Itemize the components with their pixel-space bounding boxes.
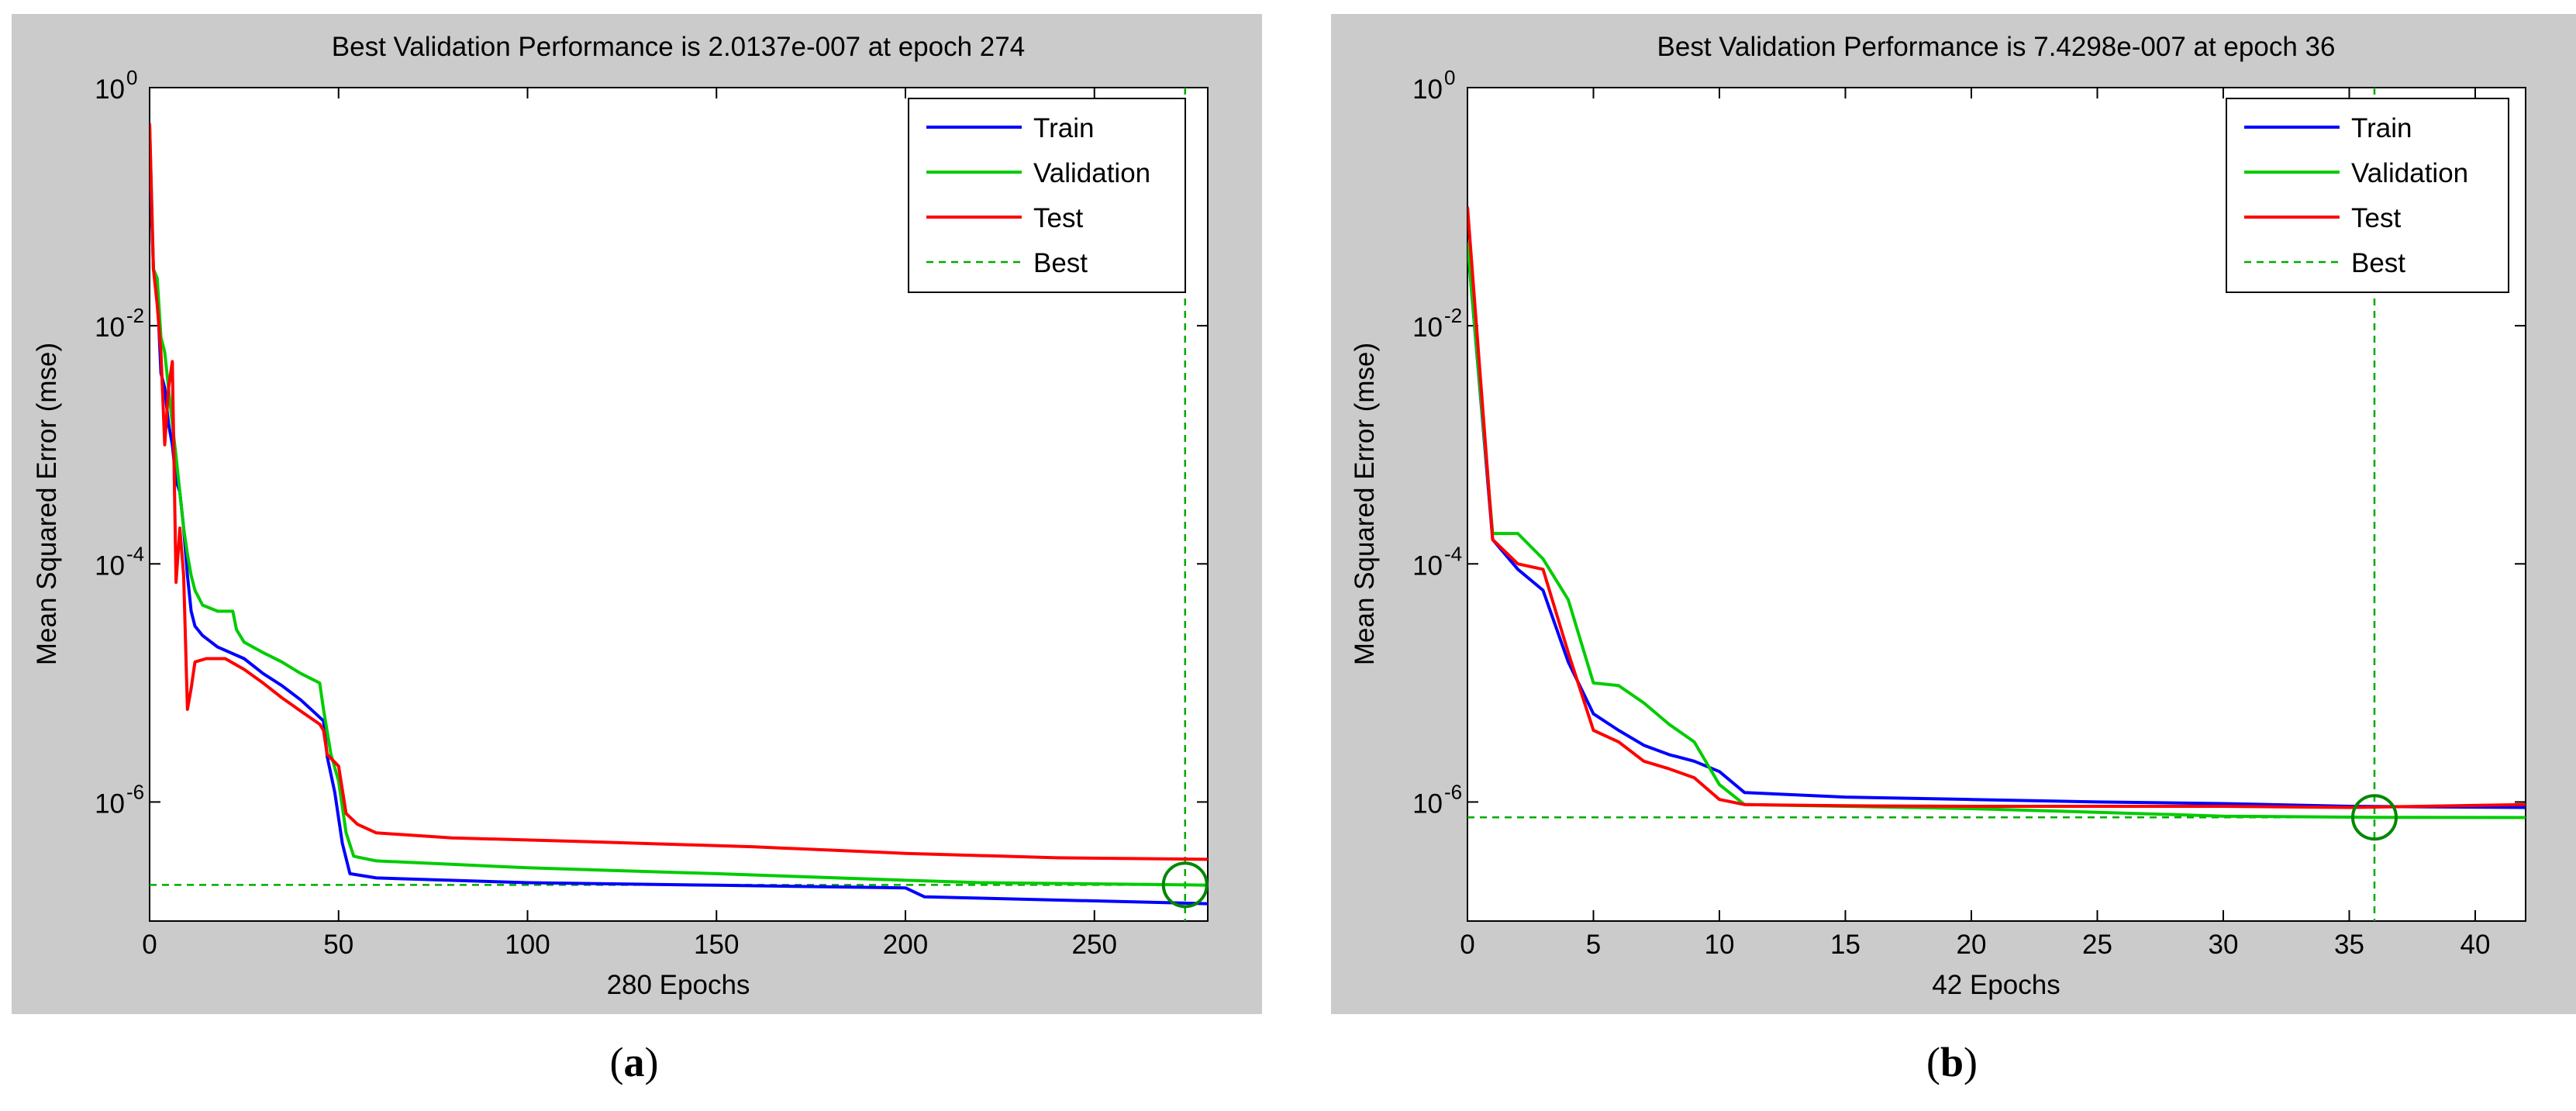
y-tick-label-a-1: 10 [95, 312, 125, 343]
series-line-test-a [150, 123, 1208, 861]
series-line-train-a [150, 150, 1208, 906]
y-tick-label-a-0: 10 [95, 74, 125, 105]
legend-label-best-a: Best [1033, 248, 1088, 278]
y-tick-exponent-b-2: -4 [1444, 542, 1462, 565]
x-tick-label-a-4: 200 [883, 930, 928, 960]
chart-title-a: Best Validation Performance is 2.0137e-0… [332, 32, 1025, 62]
x-ticks-b: 0 5 10 15 20 25 30 35 40 [1460, 88, 2490, 960]
y-tick-label-a-3: 10 [95, 788, 125, 819]
legend-box-a [908, 98, 1186, 293]
y-tick-exponent-b-3: -6 [1444, 780, 1462, 803]
legend-label-train-b: Train [2351, 113, 2412, 143]
legend-label-best-b: Best [2351, 248, 2405, 278]
y-tick-label-b-2: 10 [1412, 550, 1443, 581]
x-tick-label-a-5: 250 [1072, 930, 1117, 960]
x-tick-label-b-7: 35 [2334, 930, 2364, 960]
y-tick-exponent-a-0: 0 [126, 66, 137, 89]
x-tick-label-b-5: 25 [2082, 930, 2112, 960]
y-tick-label-b-3: 10 [1412, 788, 1443, 819]
y-tick-exponent-a-3: -6 [126, 780, 144, 803]
x-ticks-a: 0 50 100 150 200 250 [142, 88, 1117, 960]
x-axis-label-a: 280 Epochs [607, 970, 750, 1000]
legend-b: Train Validation Test Best [2226, 98, 2509, 293]
x-tick-label-a-3: 150 [694, 930, 739, 960]
x-tick-label-b-6: 30 [2209, 930, 2239, 960]
x-axis-label-b: 42 Epochs [1932, 970, 2060, 1000]
x-tick-label-b-3: 15 [1830, 930, 1860, 960]
y-axis-label-b: Mean Squared Error (mse) [1350, 343, 1380, 665]
x-tick-label-a-1: 50 [323, 930, 353, 960]
chart-panel-a: Best Validation Performance is 2.0137e-0… [12, 14, 1262, 1085]
series-line-train-b [1467, 242, 2526, 809]
x-tick-label-a-0: 0 [142, 930, 157, 960]
panel-label-letter-b: b [1940, 1039, 1964, 1085]
x-tick-label-b-0: 0 [1460, 930, 1474, 960]
series-line-validation-a [150, 123, 1208, 887]
series-line-test-b [1467, 206, 2526, 809]
y-tick-exponent-a-1: -2 [126, 304, 144, 327]
y-tick-exponent-b-1: -2 [1444, 304, 1462, 327]
y-tick-exponent-b-0: 0 [1444, 66, 1455, 89]
x-tick-label-b-1: 5 [1586, 930, 1601, 960]
panel-label-letter-a: a [624, 1039, 645, 1085]
legend-box-b [2226, 98, 2509, 293]
best-marker-circle-b [2351, 794, 2398, 841]
x-tick-label-a-2: 100 [505, 930, 550, 960]
legend-label-test-b: Test [2351, 203, 2401, 233]
best-marker-circle-a [1161, 861, 1209, 909]
legend-label-validation-a: Validation [1033, 158, 1150, 188]
y-tick-label-a-2: 10 [95, 550, 125, 581]
x-tick-label-b-2: 10 [1705, 930, 1735, 960]
legend-a: Train Validation Test Best [908, 98, 1186, 293]
panel-label-b: (b) [1926, 1039, 1978, 1085]
legend-label-test-a: Test [1033, 203, 1083, 233]
y-axis-label-a: Mean Squared Error (mse) [32, 343, 62, 665]
chart-title-b: Best Validation Performance is 7.4298e-0… [1657, 32, 2336, 62]
y-tick-label-b-0: 10 [1412, 74, 1443, 105]
x-tick-label-b-4: 20 [1957, 930, 1987, 960]
legend-label-validation-b: Validation [2351, 158, 2468, 188]
x-tick-label-b-8: 40 [2460, 930, 2491, 960]
y-tick-exponent-a-2: -4 [126, 542, 144, 565]
chart-panel-b: Best Validation Performance is 7.4298e-0… [1331, 14, 2576, 1085]
series-line-validation-b [1467, 242, 2526, 819]
panel-label-a: (a) [610, 1039, 659, 1085]
y-tick-label-b-1: 10 [1412, 312, 1443, 343]
legend-label-train-a: Train [1033, 113, 1094, 143]
